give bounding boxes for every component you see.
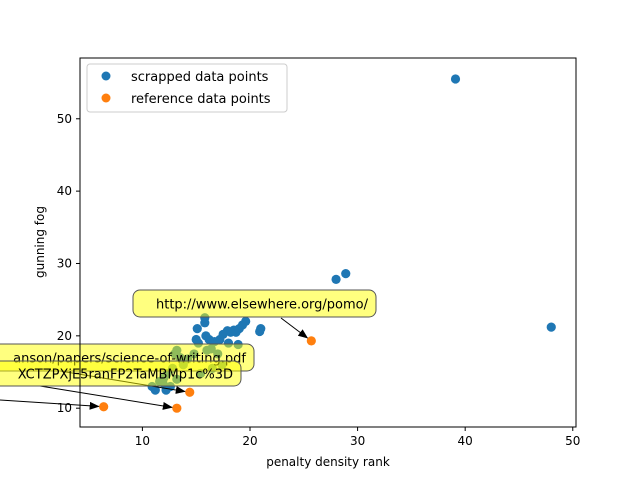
scrapped-data-point <box>201 331 211 341</box>
y-tick-label: 30 <box>57 256 72 270</box>
ticks-layer: 10 20 30 40 50 10 20 30 40 50 <box>57 112 581 448</box>
reference-data-point <box>172 403 182 413</box>
annotation <box>0 399 100 410</box>
annotation-box <box>0 360 242 387</box>
scrapped-data-point <box>546 322 556 332</box>
legend-marker-reference <box>101 93 111 103</box>
y-tick-label: 10 <box>57 401 72 415</box>
reference-data-point <box>185 387 195 397</box>
scrapped-data-point <box>191 334 201 345</box>
annotation-arrow <box>280 317 309 339</box>
legend-label-scrapped: scrapped data points <box>131 70 269 85</box>
annotation-arrow <box>0 399 100 410</box>
scrapped-data-point <box>255 326 265 337</box>
y-tick-label: 50 <box>57 112 72 126</box>
annotation: XCTZPXjE5ranFP2TaMBMp1c%3D <box>0 360 242 410</box>
x-tick-label: 10 <box>135 434 150 448</box>
y-tick-label: 40 <box>57 184 72 198</box>
x-tick-label: 20 <box>242 434 257 448</box>
reference-data-point <box>306 336 316 346</box>
x-tick-label: 40 <box>458 434 473 448</box>
legend-box <box>86 63 288 113</box>
legend: scrapped data points reference data poin… <box>86 63 288 113</box>
y-axis-label: gunning fog <box>33 206 47 278</box>
plot-frame <box>79 57 577 428</box>
legend-label-reference: reference data points <box>131 92 271 107</box>
reference-data-point <box>99 402 109 412</box>
x-tick-label: 30 <box>350 434 365 448</box>
scrapped-data-point <box>341 269 351 279</box>
x-axis-label: penalty density rank <box>266 455 390 469</box>
y-tick-label: 20 <box>57 329 72 343</box>
annotation-arrow <box>39 385 173 410</box>
scrapped-data-point <box>192 324 202 334</box>
x-tick-label: 50 <box>565 434 580 448</box>
scrapped-data-point <box>331 274 341 284</box>
scrapped-data-point <box>450 74 461 84</box>
annotations-layer: http://www.elsewhere.org/pomo/anson/pape… <box>0 289 377 410</box>
annotation: http://www.elsewhere.org/pomo/ <box>132 289 377 339</box>
annotation-text: XCTZPXjE5ranFP2TaMBMp1c%3D <box>18 368 233 383</box>
annotation-box <box>132 289 377 318</box>
annotation-text: http://www.elsewhere.org/pomo/ <box>156 298 369 313</box>
legend-marker-scrapped <box>101 71 111 81</box>
